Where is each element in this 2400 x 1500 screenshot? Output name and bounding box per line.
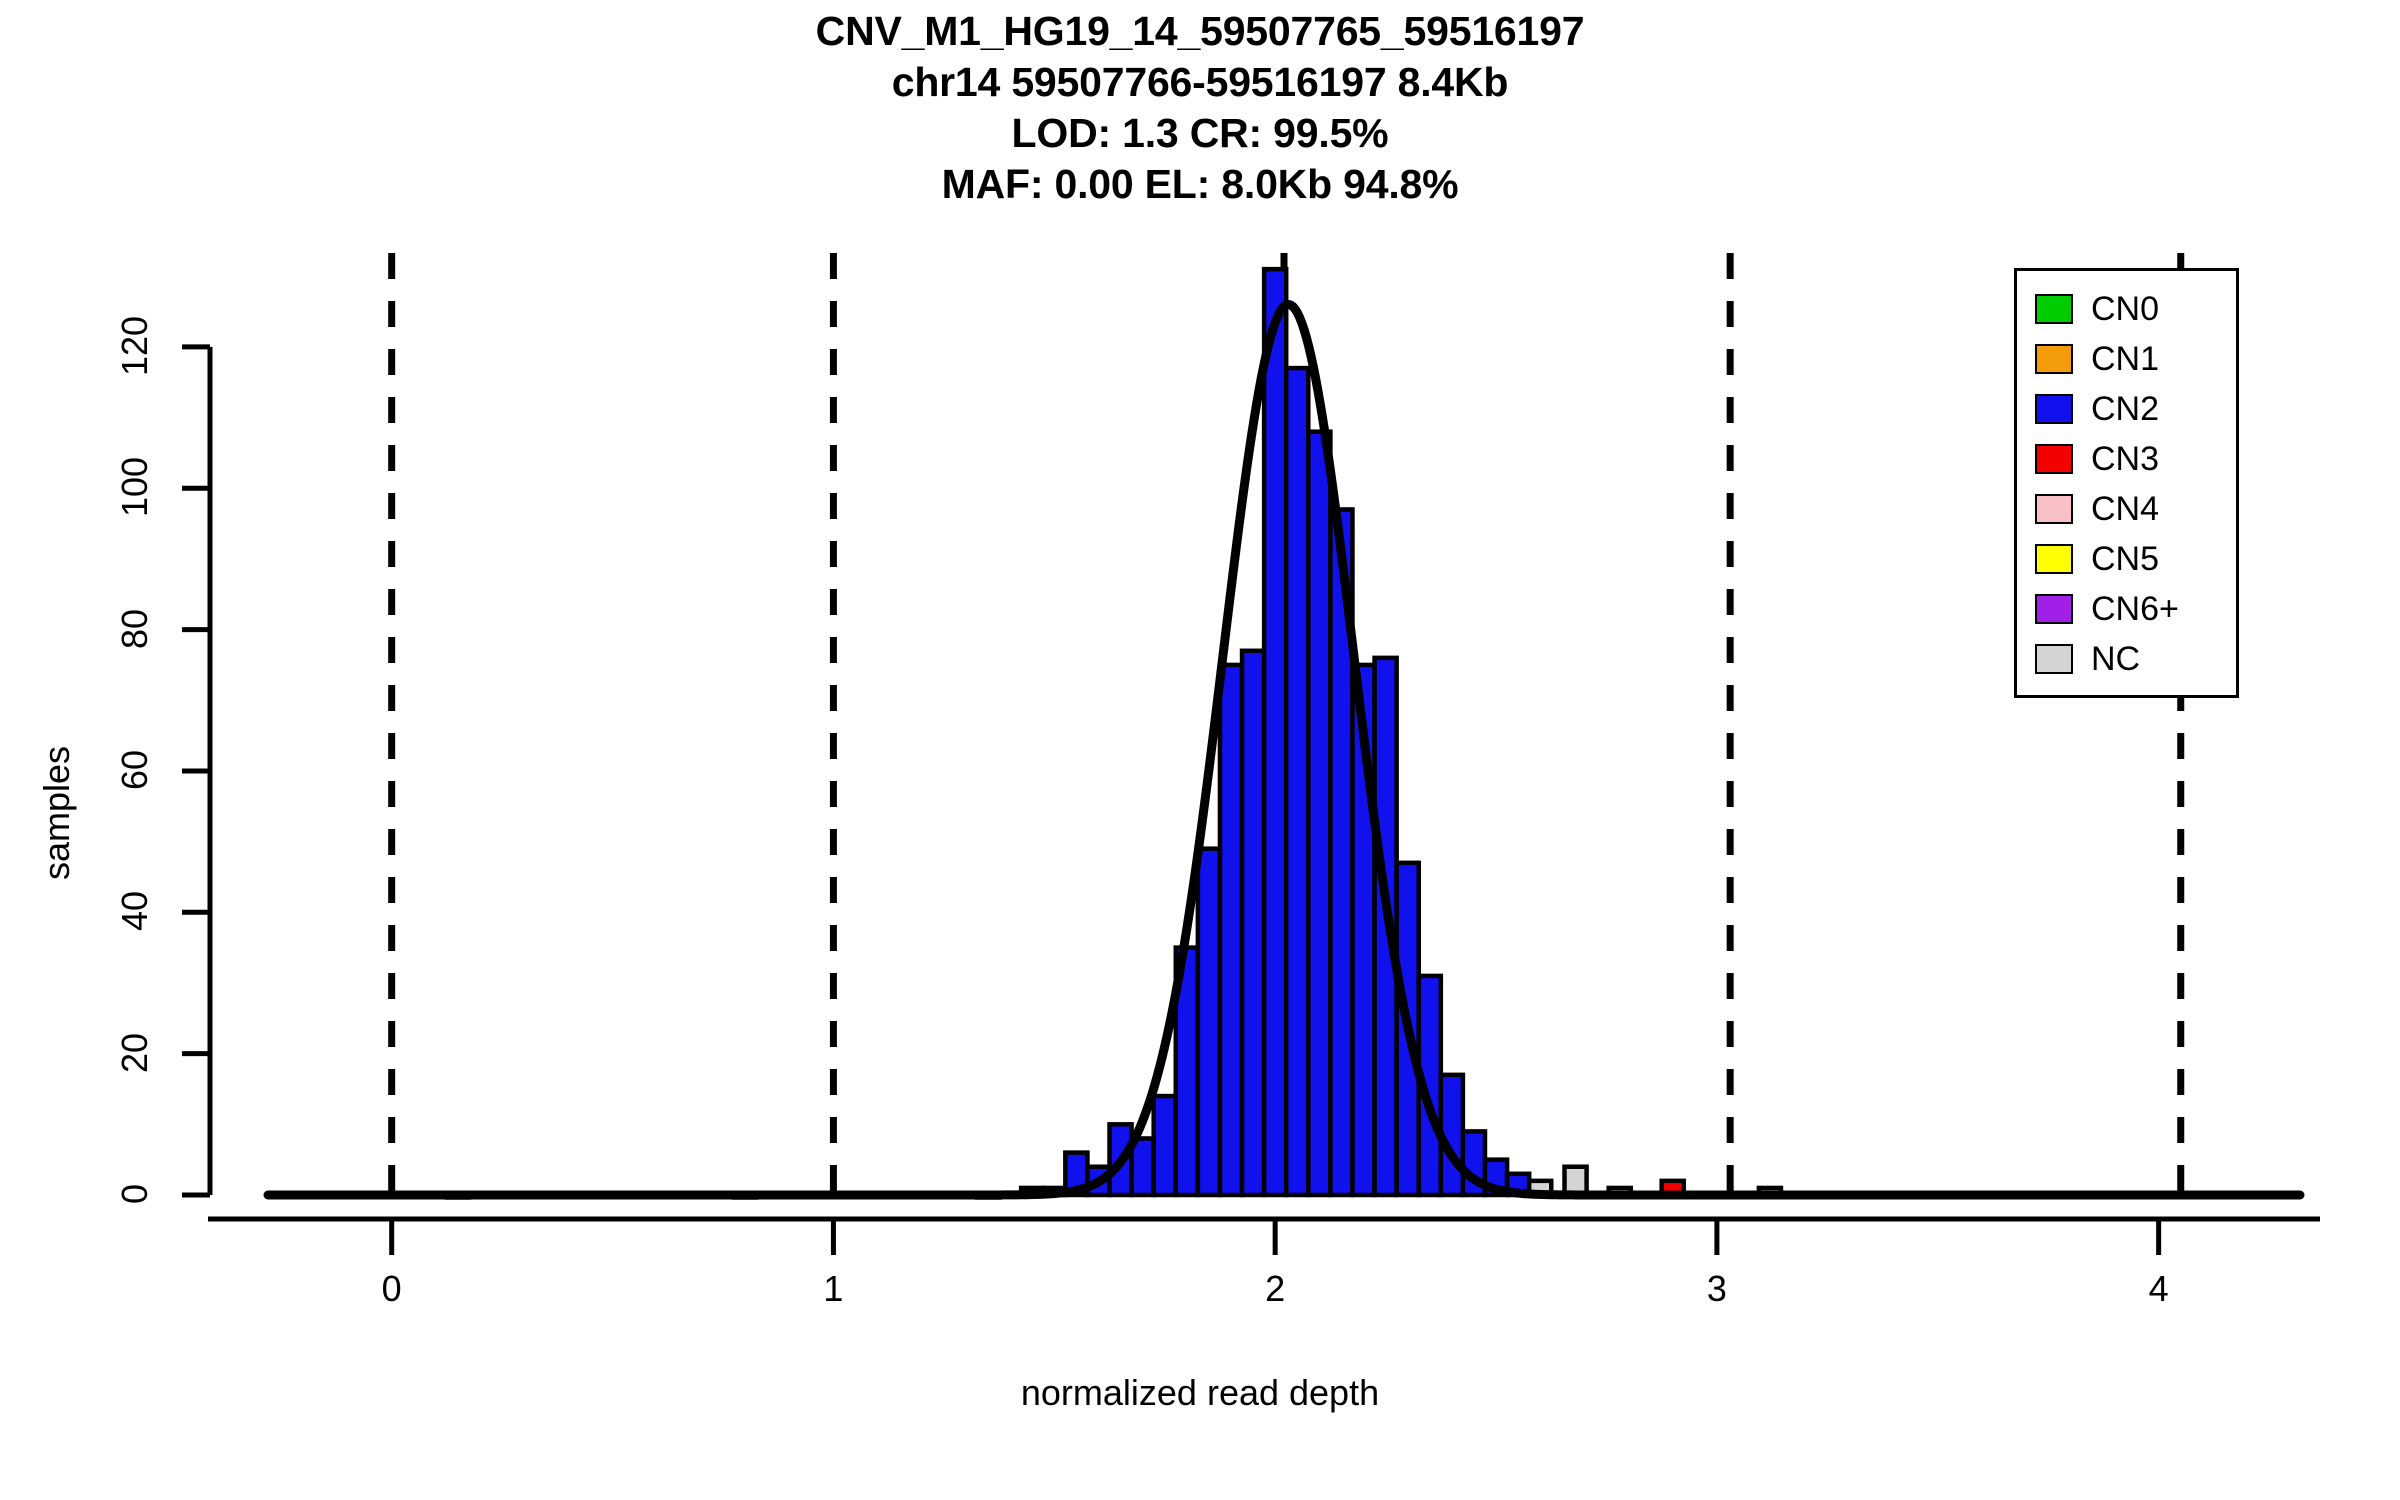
legend-item-label: CN6+ <box>2091 589 2179 628</box>
legend-item-label: CN1 <box>2091 339 2160 378</box>
x-axis-label: normalized read depth <box>1020 1372 1380 1413</box>
title-line-1: CNV_M1_HG19_14_59507765_59516197 <box>815 8 1585 54</box>
y-tick-label: 120 <box>114 315 155 376</box>
y-tick-label: 40 <box>114 891 155 932</box>
legend-item-cn5[interactable]: CN5 <box>2035 539 2159 579</box>
x-tick-label: 2 <box>1265 1268 1286 1309</box>
histogram-bar <box>1239 648 1267 1198</box>
y-tick-label: 80 <box>114 608 155 649</box>
legend-item-label: CN3 <box>2091 439 2160 478</box>
legend-item-cn4[interactable]: CN4 <box>2035 489 2159 529</box>
legend-item-label: NC <box>2091 639 2141 678</box>
legend-swatch-icon <box>2035 544 2073 574</box>
x-tick-label: 4 <box>2148 1268 2169 1309</box>
gaussian-fit-curve <box>263 299 2305 1200</box>
chart-title: CNV_M1_HG19_14_59507765_59516197 chr14 5… <box>0 6 2400 210</box>
y-tick-label: 20 <box>114 1032 155 1073</box>
histogram-bar <box>1195 846 1223 1198</box>
legend-swatch-icon <box>2035 444 2073 474</box>
x-tick-label: 0 <box>381 1268 402 1309</box>
x-tick-label: 3 <box>1706 1268 1727 1309</box>
y-tick-label: 100 <box>114 457 155 518</box>
histogram-bar <box>1306 429 1333 1198</box>
legend-swatch-icon <box>2035 644 2073 674</box>
legend-item-label: CN0 <box>2091 289 2160 328</box>
histogram-bar <box>1151 1093 1179 1198</box>
y-axis-label: samples <box>36 745 77 880</box>
legend-item-label: CN5 <box>2091 539 2160 578</box>
x-tick-label: 1 <box>823 1268 844 1309</box>
legend-item-nc[interactable]: NC <box>2035 639 2140 679</box>
legend-item-cn0[interactable]: CN0 <box>2035 289 2159 329</box>
y-tick-label: 0 <box>114 1183 155 1205</box>
legend-swatch-icon <box>2035 394 2073 424</box>
legend-swatch-icon <box>2035 594 2073 624</box>
histogram-bar <box>1261 266 1289 1198</box>
legend-item-cn2[interactable]: CN2 <box>2035 389 2159 429</box>
title-line-3: LOD: 1.3 CR: 99.5% <box>1011 110 1389 156</box>
legend-swatch-icon <box>2035 494 2073 524</box>
legend-item-cn6plus[interactable]: CN6+ <box>2035 589 2179 629</box>
legend-swatch-icon <box>2035 294 2073 324</box>
histogram-bar <box>1283 365 1311 1198</box>
cn-legend: CN0 CN1 CN2 CN3 CN4 CN5 CN6+ NC <box>2014 268 2239 698</box>
title-line-4: MAF: 0.00 EL: 8.0Kb 94.8% <box>941 161 1459 207</box>
legend-item-cn1[interactable]: CN1 <box>2035 339 2159 379</box>
legend-swatch-icon <box>2035 344 2073 374</box>
legend-item-label: CN4 <box>2091 489 2160 528</box>
histogram-bar <box>1217 662 1245 1198</box>
title-line-2: chr14 59507766-59516197 8.4Kb <box>891 59 1509 105</box>
legend-item-cn3[interactable]: CN3 <box>2035 439 2159 479</box>
y-tick-label: 60 <box>114 749 155 790</box>
legend-item-label: CN2 <box>2091 389 2160 428</box>
